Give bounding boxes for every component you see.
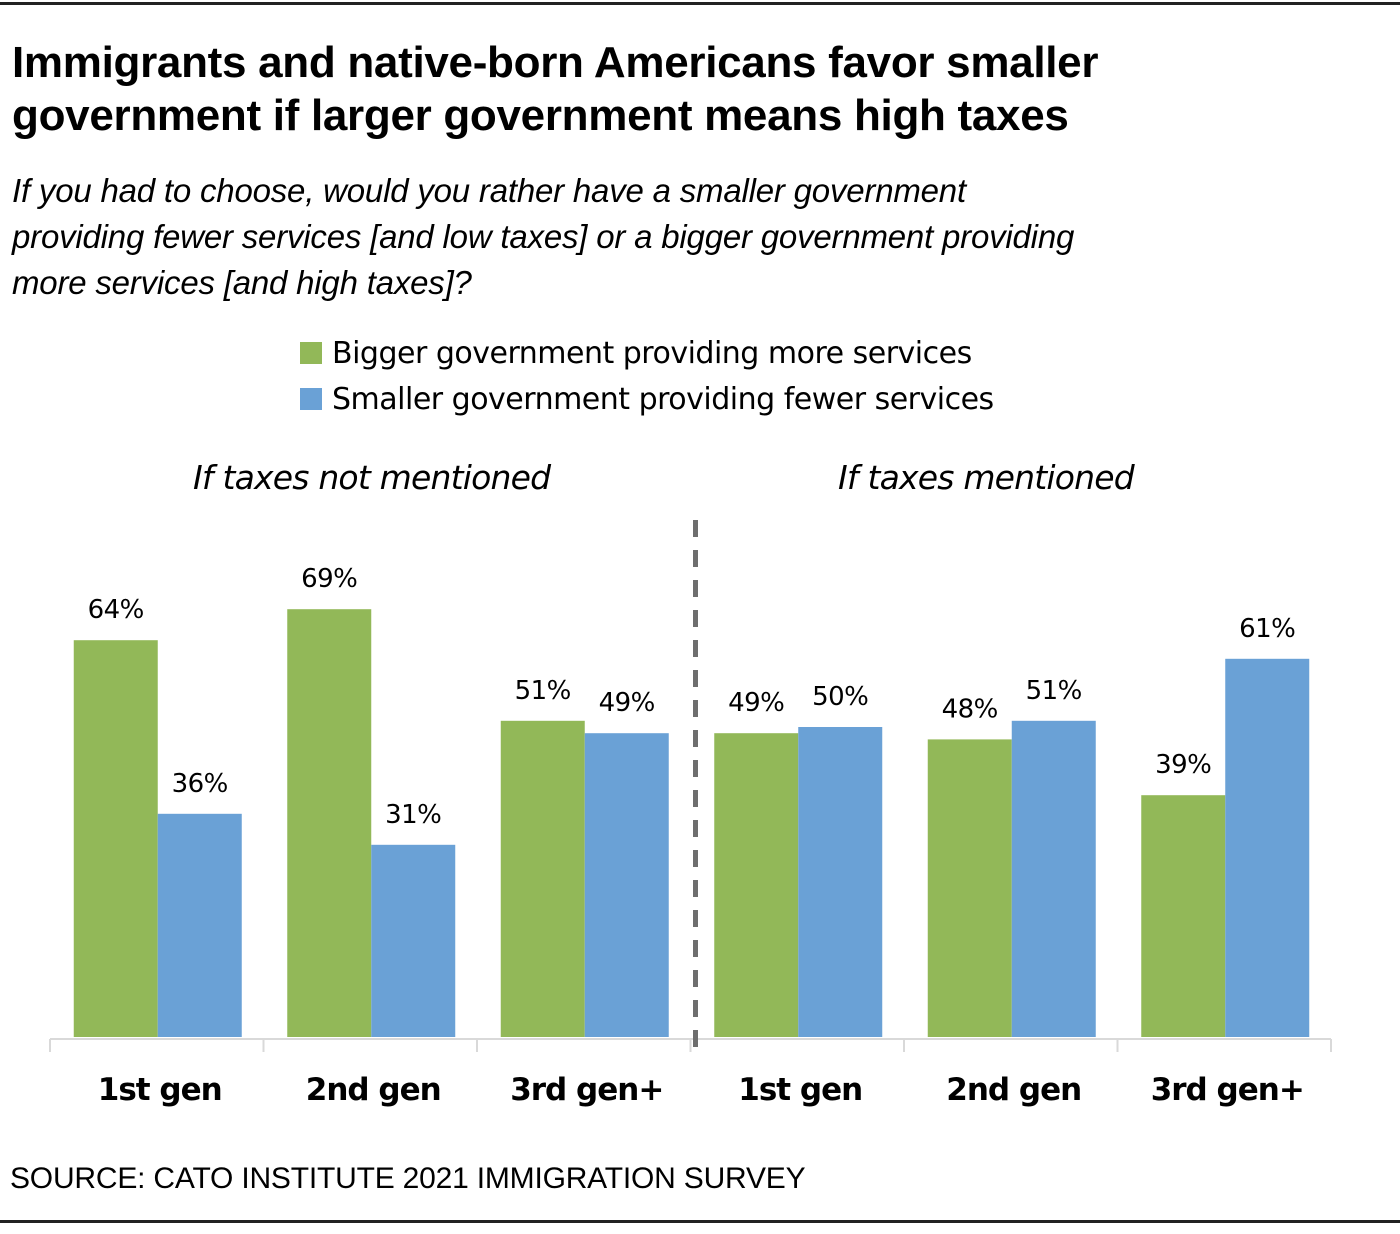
bar-bigger-2nd-gen (287, 609, 372, 1037)
bar-smaller-3rd-gen (1225, 658, 1310, 1037)
legend: Bigger government providing more service… (300, 330, 994, 422)
data-label: 64% (88, 595, 144, 625)
data-label: 39% (1155, 750, 1211, 780)
data-label: 51% (515, 676, 571, 706)
data-label: 49% (728, 688, 784, 718)
legend-label-smaller: Smaller government providing fewer servi… (332, 381, 994, 417)
data-label: 69% (301, 564, 357, 594)
data-label: 49% (599, 688, 655, 718)
chart-subtitle-line-1: If you had to choose, would you rather h… (12, 172, 966, 209)
legend-item-bigger: Bigger government providing more service… (300, 330, 994, 376)
chart-subtitle-line-2: providing fewer services [and low taxes]… (12, 218, 1075, 255)
category-label: 2nd gen (306, 1072, 441, 1108)
bottom-rule (0, 1220, 1400, 1223)
bar-bigger-2nd-gen (927, 739, 1012, 1037)
bar-bigger-1st-gen (73, 640, 158, 1037)
bar-smaller-3rd-gen (584, 733, 669, 1037)
chart-subtitle-line-3: more services [and high taxes]? (12, 264, 472, 301)
bar-bigger-3rd-gen (1141, 795, 1226, 1037)
data-label: 61% (1239, 614, 1295, 644)
top-rule (0, 2, 1400, 5)
panel-label-taxes-not-mentioned: If taxes not mentioned (193, 458, 551, 497)
data-label: 48% (942, 694, 998, 724)
chart-title-line-1: Immigrants and native-born Americans fav… (12, 38, 1099, 87)
panel-label-taxes-mentioned: If taxes mentioned (838, 458, 1135, 497)
chart-subtitle: If you had to choose, would you rather h… (12, 168, 1392, 306)
category-label: 3rd gen+ (510, 1072, 663, 1108)
category-label: 2nd gen (946, 1072, 1081, 1108)
data-label: 31% (385, 800, 441, 830)
category-label: 1st gen (738, 1072, 862, 1108)
bar-smaller-1st-gen (798, 727, 883, 1037)
category-label: 1st gen (98, 1072, 222, 1108)
chart-title-line-2: government if larger government means hi… (12, 91, 1069, 140)
bar-bigger-1st-gen (714, 733, 799, 1037)
category-label: 3rd gen+ (1151, 1072, 1304, 1108)
legend-swatch-smaller (300, 388, 322, 410)
data-label: 51% (1026, 676, 1082, 706)
legend-label-bigger: Bigger government providing more service… (332, 335, 972, 371)
bar-smaller-1st-gen (157, 813, 242, 1037)
data-label: 50% (812, 682, 868, 712)
bar-smaller-2nd-gen (371, 844, 456, 1037)
bar-smaller-2nd-gen (1011, 720, 1096, 1037)
legend-swatch-bigger (300, 342, 322, 364)
data-label: 36% (172, 769, 228, 799)
bar-bigger-3rd-gen (500, 720, 585, 1037)
source-note: SOURCE: CATO INSTITUTE 2021 IMMIGRATION … (10, 1162, 806, 1195)
chart-title: Immigrants and native-born Americans fav… (12, 36, 1392, 142)
legend-item-smaller: Smaller government providing fewer servi… (300, 376, 994, 422)
